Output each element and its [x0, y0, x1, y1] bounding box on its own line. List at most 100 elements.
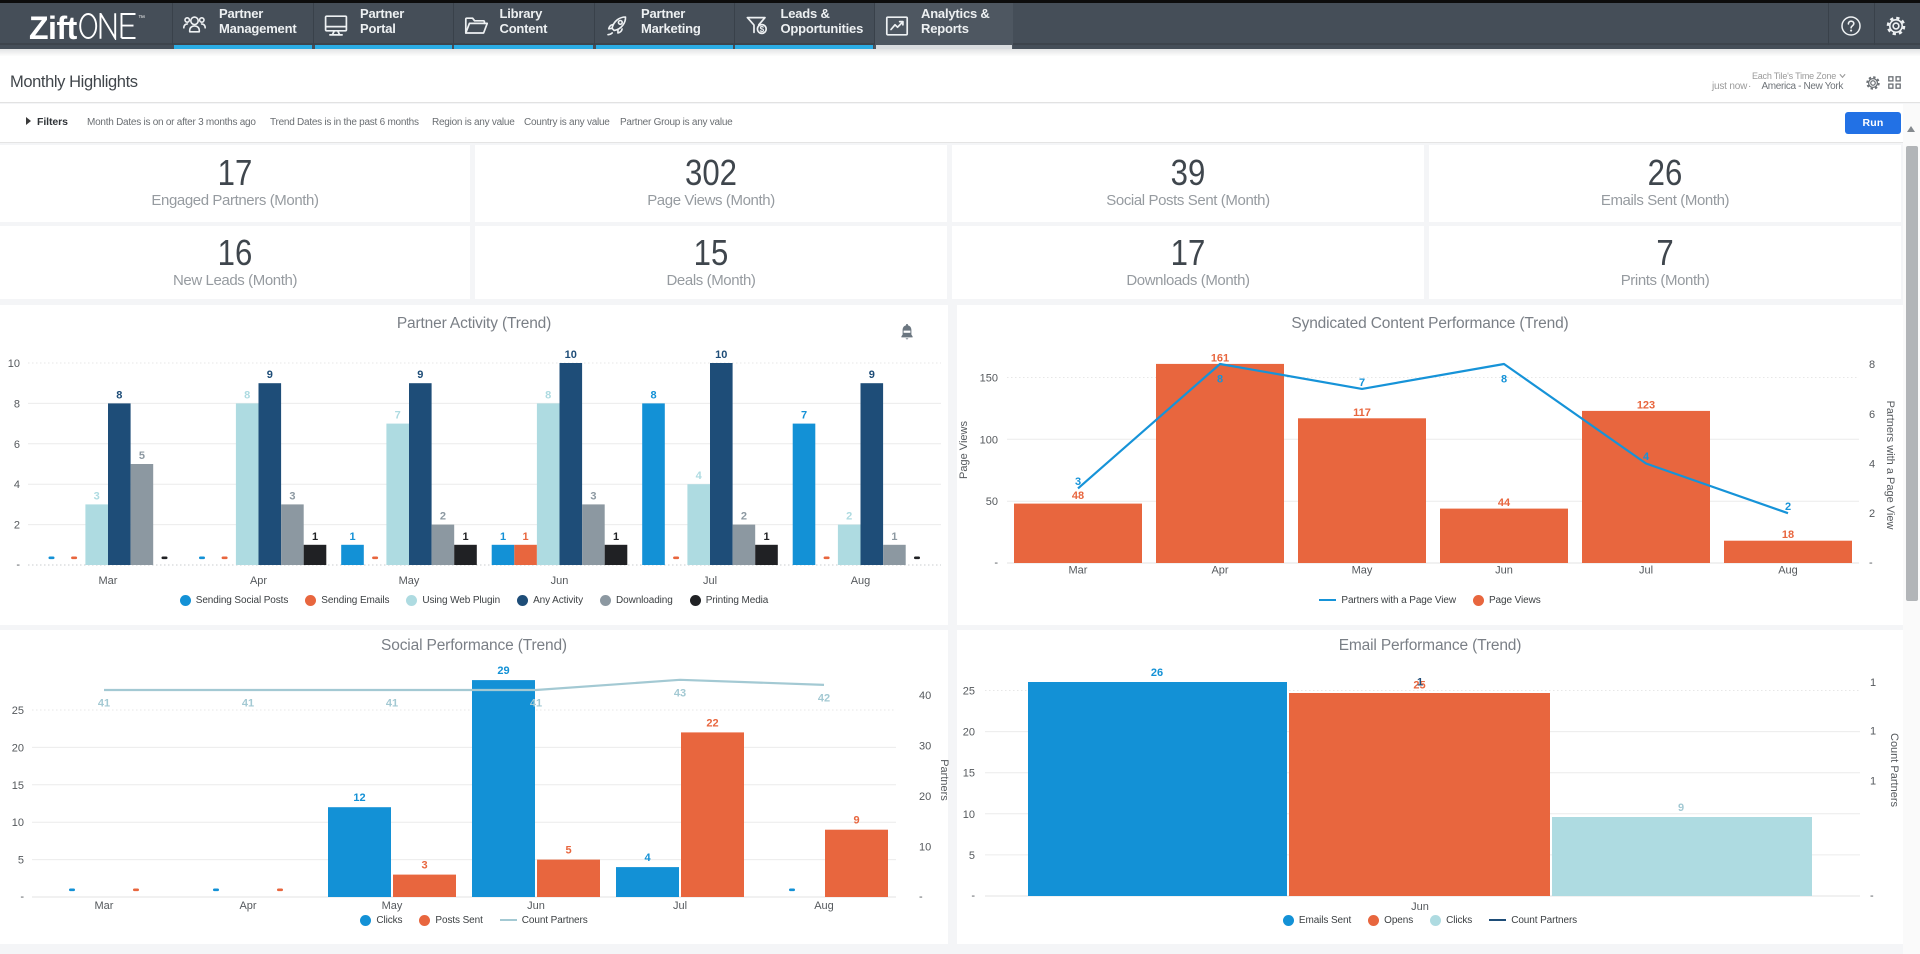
svg-text:42: 42: [818, 693, 830, 705]
svg-text:2: 2: [846, 511, 852, 523]
svg-text:123: 123: [1637, 399, 1655, 411]
svg-text:1: 1: [891, 531, 897, 543]
svg-text:1: 1: [462, 531, 468, 543]
svg-text:3: 3: [289, 490, 295, 502]
svg-text:8: 8: [1501, 374, 1507, 386]
svg-text:30: 30: [919, 741, 931, 753]
svg-text:4: 4: [644, 852, 651, 864]
svg-text:1: 1: [1870, 677, 1876, 689]
svg-text:Jun: Jun: [1495, 565, 1513, 577]
svg-text:Partners with a Page View: Partners with a Page View: [1884, 401, 1896, 530]
svg-text:5: 5: [18, 855, 24, 867]
svg-text:4: 4: [1869, 459, 1875, 471]
svg-text:$: $: [759, 25, 764, 34]
svg-text:9: 9: [869, 369, 875, 381]
svg-text:May: May: [399, 575, 420, 587]
svg-text:Mar: Mar: [1069, 565, 1088, 577]
svg-text:8: 8: [650, 389, 656, 401]
svg-text:-: -: [919, 891, 923, 903]
svg-text:-: -: [1870, 890, 1874, 902]
svg-text:May: May: [382, 900, 403, 912]
svg-text:Jun: Jun: [527, 900, 545, 912]
svg-text:20: 20: [963, 727, 975, 739]
svg-text:8: 8: [1869, 359, 1875, 371]
svg-text:40: 40: [919, 690, 931, 702]
svg-text:1: 1: [1870, 726, 1876, 738]
svg-text:7: 7: [1359, 377, 1365, 389]
svg-text:Apr: Apr: [250, 575, 267, 587]
svg-text:100: 100: [980, 434, 998, 446]
svg-text:9: 9: [1678, 802, 1684, 814]
svg-text:8: 8: [545, 389, 551, 401]
svg-text:10: 10: [919, 842, 931, 854]
svg-text:-: -: [994, 557, 998, 569]
svg-text:Page Views: Page Views: [958, 421, 970, 479]
svg-text:48: 48: [1072, 490, 1084, 502]
svg-text:-: -: [20, 891, 24, 903]
svg-text:25: 25: [963, 686, 975, 698]
svg-text:10: 10: [12, 817, 24, 829]
svg-text:Apr: Apr: [1211, 565, 1228, 577]
svg-text:6: 6: [14, 439, 20, 451]
svg-text:4: 4: [1643, 451, 1650, 463]
svg-text:1: 1: [613, 531, 619, 543]
svg-text:Aug: Aug: [814, 900, 834, 912]
svg-text:22: 22: [706, 717, 718, 729]
svg-text:Jul: Jul: [1639, 565, 1653, 577]
svg-text:Jun: Jun: [1411, 901, 1429, 913]
svg-text:Mar: Mar: [95, 900, 114, 912]
svg-text:2: 2: [741, 511, 747, 523]
svg-text:1: 1: [763, 531, 769, 543]
svg-text:3: 3: [421, 860, 427, 872]
svg-text:18: 18: [1782, 529, 1794, 541]
svg-text:26: 26: [1151, 667, 1163, 679]
svg-text:10: 10: [8, 358, 20, 370]
svg-text:4: 4: [14, 479, 20, 491]
svg-text:7: 7: [801, 410, 807, 422]
svg-text:10: 10: [963, 809, 975, 821]
svg-text:Jul: Jul: [703, 575, 717, 587]
svg-text:Apr: Apr: [239, 900, 256, 912]
svg-text:1: 1: [1417, 677, 1423, 689]
svg-text:5: 5: [139, 450, 145, 462]
svg-text:44: 44: [1498, 497, 1511, 509]
svg-text:161: 161: [1211, 352, 1229, 364]
svg-text:43: 43: [674, 688, 686, 700]
svg-text:41: 41: [242, 698, 254, 710]
svg-text:41: 41: [386, 698, 398, 710]
svg-text:10: 10: [565, 349, 577, 361]
svg-text:2: 2: [14, 520, 20, 532]
svg-text:8: 8: [116, 389, 122, 401]
svg-text:2: 2: [440, 511, 446, 523]
svg-text:6: 6: [1869, 409, 1875, 421]
svg-text:25: 25: [1413, 680, 1425, 692]
svg-text:1: 1: [523, 531, 529, 543]
svg-text:3: 3: [94, 490, 100, 502]
svg-text:Jun: Jun: [551, 575, 569, 587]
svg-text:50: 50: [986, 496, 998, 508]
svg-text:Count Partners: Count Partners: [1888, 733, 1900, 807]
svg-text:10: 10: [715, 349, 727, 361]
svg-text:Jul: Jul: [673, 900, 687, 912]
svg-text:8: 8: [1217, 374, 1223, 386]
svg-text:7: 7: [395, 410, 401, 422]
svg-text:9: 9: [267, 369, 273, 381]
svg-text:Mar: Mar: [99, 575, 118, 587]
svg-text:15: 15: [963, 768, 975, 780]
svg-text:1: 1: [349, 531, 355, 543]
svg-text:3: 3: [590, 490, 596, 502]
svg-text:1: 1: [500, 531, 506, 543]
svg-text:12: 12: [353, 792, 365, 804]
svg-text:Aug: Aug: [1778, 565, 1798, 577]
svg-text:3: 3: [1075, 476, 1081, 488]
svg-text:8: 8: [244, 389, 250, 401]
svg-text:25: 25: [12, 705, 24, 717]
svg-text:Aug: Aug: [851, 575, 871, 587]
svg-text:5: 5: [969, 850, 975, 862]
svg-text:-: -: [16, 559, 20, 571]
svg-text:20: 20: [12, 742, 24, 754]
svg-text:-: -: [1869, 557, 1873, 569]
svg-text:Partners: Partners: [938, 759, 950, 801]
svg-text:5: 5: [565, 845, 571, 857]
svg-text:9: 9: [417, 369, 423, 381]
